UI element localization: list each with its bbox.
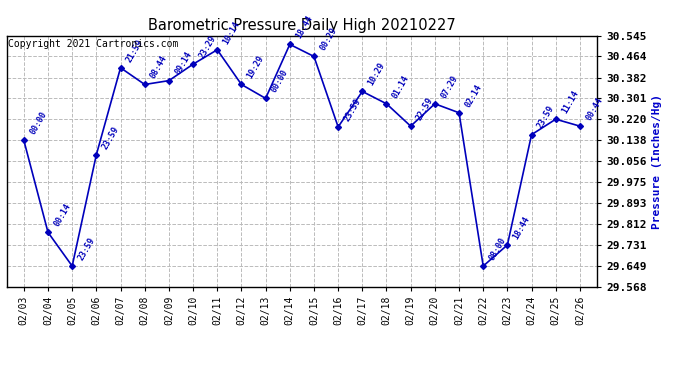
Text: 09:14: 09:14 xyxy=(173,50,193,76)
Text: 19:29: 19:29 xyxy=(246,54,266,80)
Text: 11:14: 11:14 xyxy=(560,89,580,115)
Text: 07:29: 07:29 xyxy=(439,74,460,100)
Text: 02:14: 02:14 xyxy=(463,82,484,109)
Text: Copyright 2021 Cartronics.com: Copyright 2021 Cartronics.com xyxy=(8,39,179,50)
Text: 18:44: 18:44 xyxy=(294,14,314,40)
Text: 10:14: 10:14 xyxy=(221,20,242,46)
Text: 21:59: 21:59 xyxy=(125,38,145,64)
Text: 10:29: 10:29 xyxy=(366,61,387,87)
Text: 18:44: 18:44 xyxy=(511,214,532,241)
Text: 08:00: 08:00 xyxy=(487,236,508,262)
Y-axis label: Pressure (Inches/Hg): Pressure (Inches/Hg) xyxy=(652,94,662,229)
Text: 00:44: 00:44 xyxy=(584,96,604,122)
Text: 01:14: 01:14 xyxy=(391,74,411,100)
Text: 00:00: 00:00 xyxy=(270,68,290,94)
Text: 23:59: 23:59 xyxy=(77,236,97,262)
Text: 22:59: 22:59 xyxy=(415,96,435,122)
Text: 00:29: 00:29 xyxy=(318,26,338,52)
Text: 23:29: 23:29 xyxy=(197,34,217,60)
Text: 00:00: 00:00 xyxy=(28,110,48,136)
Text: 23:59: 23:59 xyxy=(101,124,121,150)
Text: 00:14: 00:14 xyxy=(52,202,72,228)
Text: 23:59: 23:59 xyxy=(342,97,363,123)
Text: 23:59: 23:59 xyxy=(535,104,556,130)
Text: 08:44: 08:44 xyxy=(149,54,169,80)
Title: Barometric Pressure Daily High 20210227: Barometric Pressure Daily High 20210227 xyxy=(148,18,456,33)
